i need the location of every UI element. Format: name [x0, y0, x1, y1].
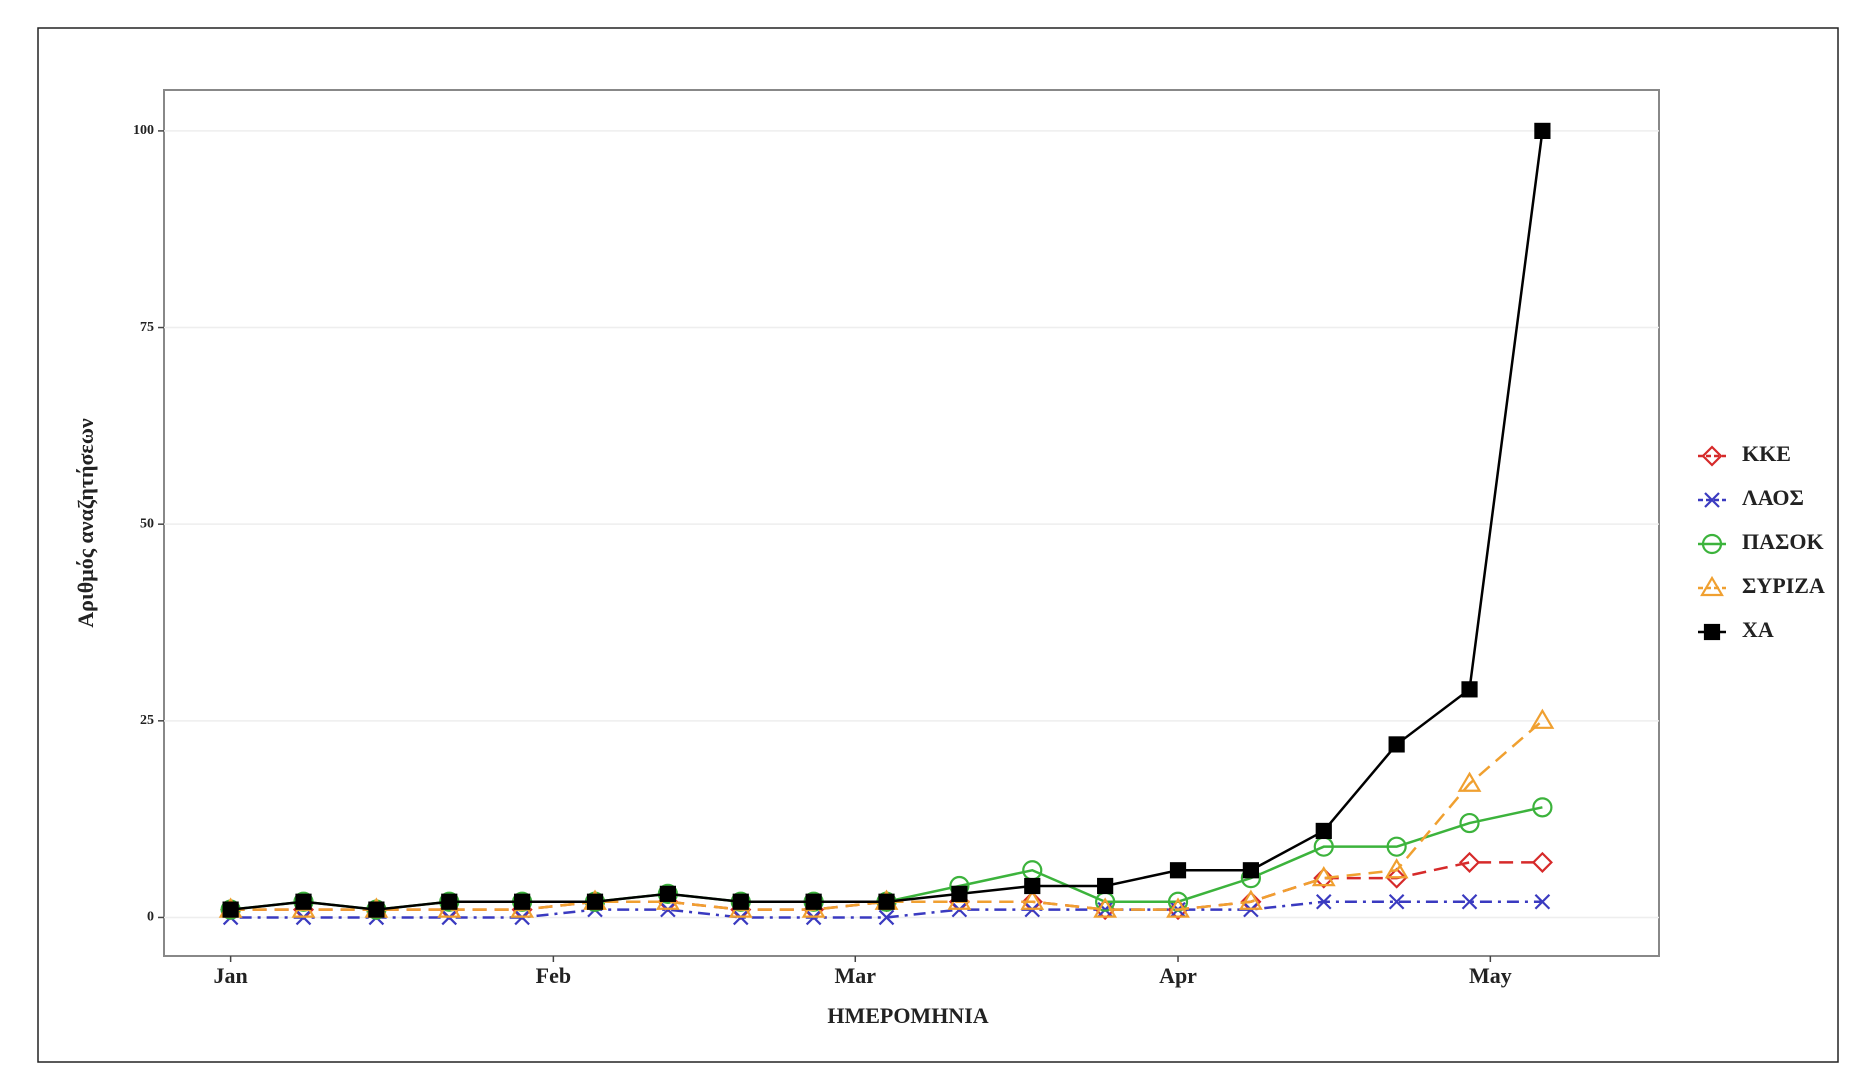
legend-label: ΚΚΕ — [1742, 441, 1791, 466]
legend-label: ΣΥΡΙΖΑ — [1742, 573, 1825, 598]
x-tick-label: Feb — [536, 963, 571, 988]
data-point — [295, 893, 312, 910]
data-point — [878, 893, 895, 910]
data-point — [1534, 893, 1551, 910]
y-axis-label: Αριθμός αναζητήσεων — [73, 418, 98, 628]
x-tick-label: Apr — [1159, 963, 1197, 988]
data-point — [805, 893, 822, 910]
data-point — [1386, 867, 1408, 889]
frame — [37, 27, 1839, 1063]
data-point — [1461, 893, 1478, 910]
data-point — [586, 893, 604, 910]
x-axis-label: ΗΜΕΡΟΜΗΝΙΑ — [827, 1003, 988, 1028]
data-point — [1315, 822, 1332, 840]
data-point — [1388, 736, 1405, 753]
data-point — [1461, 681, 1478, 698]
data-point — [1024, 877, 1041, 895]
y-tick-label: 100 — [133, 123, 154, 138]
legend-label: ΧΑ — [1742, 617, 1774, 642]
x-tick-label: Jan — [214, 963, 248, 988]
legend-marker — [1703, 623, 1721, 641]
legend-marker — [1700, 575, 1724, 597]
data-point — [1384, 858, 1409, 879]
data-point — [1242, 862, 1259, 879]
data-point — [659, 885, 676, 902]
data-point — [1093, 897, 1118, 918]
y-tick-label: 75 — [140, 320, 154, 335]
data-point — [1315, 893, 1332, 910]
legend-marker — [1701, 445, 1723, 467]
data-point — [878, 909, 895, 926]
data-point — [368, 901, 385, 918]
data-point — [1457, 771, 1482, 792]
data-point — [1169, 862, 1187, 879]
x-tick-label: May — [1469, 963, 1512, 988]
data-point — [1311, 865, 1336, 887]
data-point — [1166, 897, 1190, 918]
data-point — [1097, 877, 1114, 895]
data-point — [1167, 899, 1189, 921]
data-point — [732, 893, 749, 910]
data-point — [1094, 899, 1116, 921]
data-point — [1531, 851, 1553, 873]
data-point — [1020, 889, 1045, 910]
data-point — [1530, 708, 1555, 729]
plot-panel — [163, 89, 1660, 957]
data-point — [1386, 836, 1407, 857]
data-point — [1532, 797, 1553, 818]
data-point — [1534, 122, 1551, 140]
data-point — [1097, 901, 1113, 918]
data-point — [1388, 893, 1405, 910]
data-point — [1458, 851, 1481, 873]
legend-marker — [1704, 492, 1720, 508]
data-point — [514, 893, 531, 910]
legend-label: ΠΑΣΟΚ — [1742, 529, 1824, 554]
data-point — [1238, 889, 1263, 910]
x-tick-label: Mar — [835, 963, 877, 988]
data-point — [1313, 867, 1335, 889]
data-point — [222, 901, 239, 918]
legend-label: ΛΑΟΣ — [1742, 485, 1804, 510]
data-point — [1459, 812, 1480, 834]
data-point — [951, 885, 968, 902]
legend-marker — [1701, 533, 1723, 555]
data-point — [441, 893, 458, 910]
y-tick-label: 0 — [147, 910, 154, 925]
y-tick-label: 50 — [140, 516, 154, 531]
y-tick-label: 25 — [140, 713, 154, 728]
